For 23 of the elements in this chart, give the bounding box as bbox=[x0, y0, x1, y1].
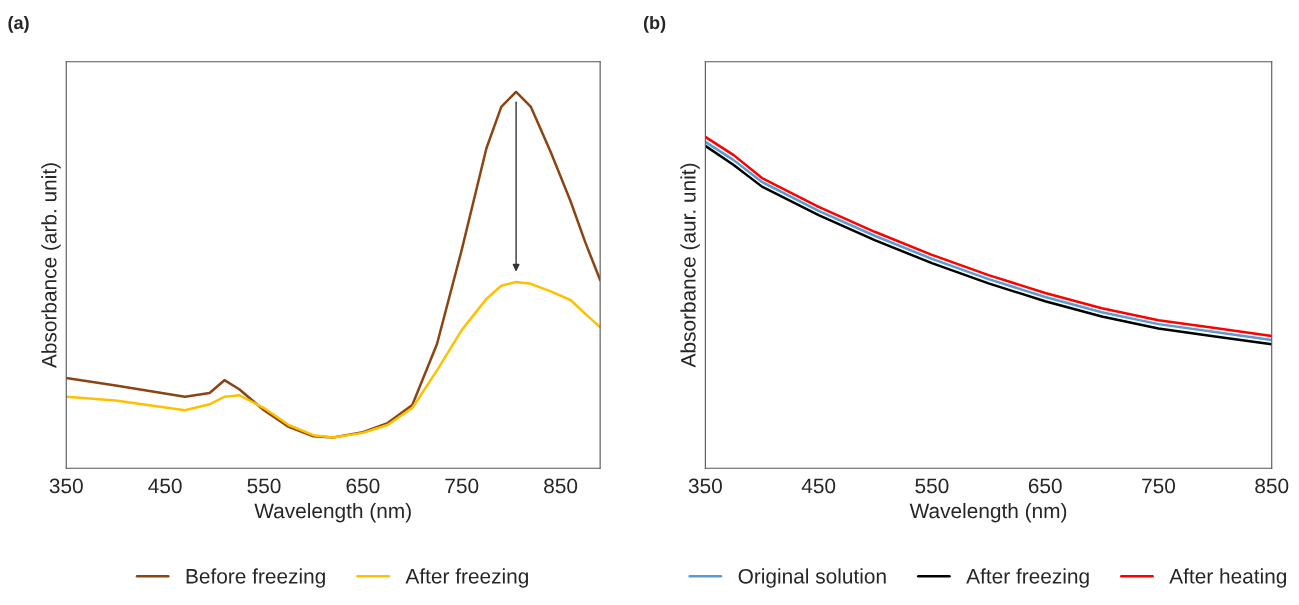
x-tick-label: 350 bbox=[688, 478, 722, 494]
chart-title: (b) bbox=[643, 15, 666, 33]
x-tick-label: 750 bbox=[445, 478, 479, 494]
x-tick-label: 450 bbox=[801, 478, 836, 494]
x-tick-label: 850 bbox=[1255, 478, 1289, 494]
x-tick-label: 350 bbox=[49, 478, 83, 494]
legend-label: After heating bbox=[1169, 568, 1287, 588]
x-axis-title: Wavelength (nm) bbox=[909, 502, 1067, 523]
x-tick-label: 550 bbox=[915, 478, 949, 494]
legend-label: After freezing bbox=[966, 568, 1089, 588]
y-axis-title: Absorbance (aur. unit) bbox=[680, 163, 700, 368]
x-tick-label: 450 bbox=[148, 478, 182, 494]
x-axis-title: Wavelength (nm) bbox=[254, 502, 411, 523]
x-tick-label: 850 bbox=[544, 478, 578, 494]
legend-label: Original solution bbox=[738, 568, 886, 588]
x-tick-label: 650 bbox=[1028, 478, 1062, 494]
chart-title: (a) bbox=[8, 15, 29, 33]
x-tick-label: 750 bbox=[1142, 478, 1176, 494]
x-tick-label: 650 bbox=[346, 478, 380, 494]
x-tick-label: 550 bbox=[247, 478, 281, 494]
legend-label: After freezing bbox=[405, 568, 528, 588]
legend-label: Before freezing bbox=[186, 568, 325, 588]
y-axis-title: Absorbance (arb. unit) bbox=[41, 163, 61, 368]
